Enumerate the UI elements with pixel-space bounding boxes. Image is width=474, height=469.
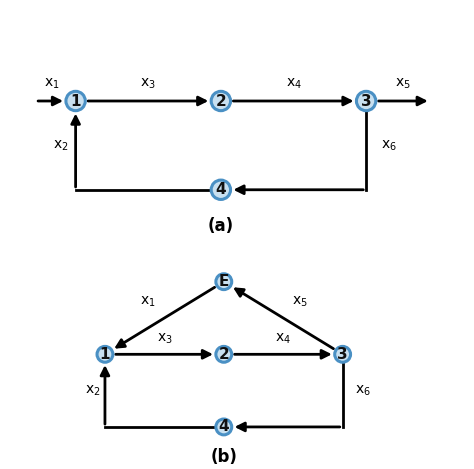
Text: x$_1$: x$_1$: [44, 77, 59, 91]
Text: 4: 4: [216, 182, 226, 197]
Text: x$_4$: x$_4$: [285, 77, 301, 91]
Circle shape: [216, 419, 232, 435]
Text: x$_6$: x$_6$: [381, 138, 396, 152]
Text: x$_4$: x$_4$: [275, 332, 291, 347]
Text: x$_2$: x$_2$: [85, 384, 101, 398]
Circle shape: [216, 274, 232, 290]
Text: x$_5$: x$_5$: [292, 295, 308, 310]
Text: x$_1$: x$_1$: [140, 295, 155, 310]
Text: x$_2$: x$_2$: [53, 138, 69, 152]
Circle shape: [356, 91, 376, 111]
Text: (b): (b): [210, 447, 237, 466]
Text: 1: 1: [70, 93, 81, 108]
Circle shape: [66, 91, 85, 111]
Text: 4: 4: [219, 419, 229, 434]
Text: 3: 3: [337, 347, 348, 362]
Text: x$_3$: x$_3$: [140, 77, 156, 91]
Circle shape: [335, 347, 351, 362]
Circle shape: [97, 347, 113, 362]
Circle shape: [211, 180, 230, 199]
Circle shape: [216, 347, 232, 362]
Text: E: E: [219, 274, 229, 289]
Text: x$_5$: x$_5$: [394, 77, 410, 91]
Text: 1: 1: [100, 347, 110, 362]
Circle shape: [211, 91, 230, 111]
Text: 2: 2: [219, 347, 229, 362]
Text: x$_6$: x$_6$: [355, 384, 370, 398]
Text: 3: 3: [361, 93, 372, 108]
Text: 2: 2: [216, 93, 226, 108]
Text: x$_3$: x$_3$: [156, 332, 172, 347]
Text: (a): (a): [208, 217, 234, 235]
